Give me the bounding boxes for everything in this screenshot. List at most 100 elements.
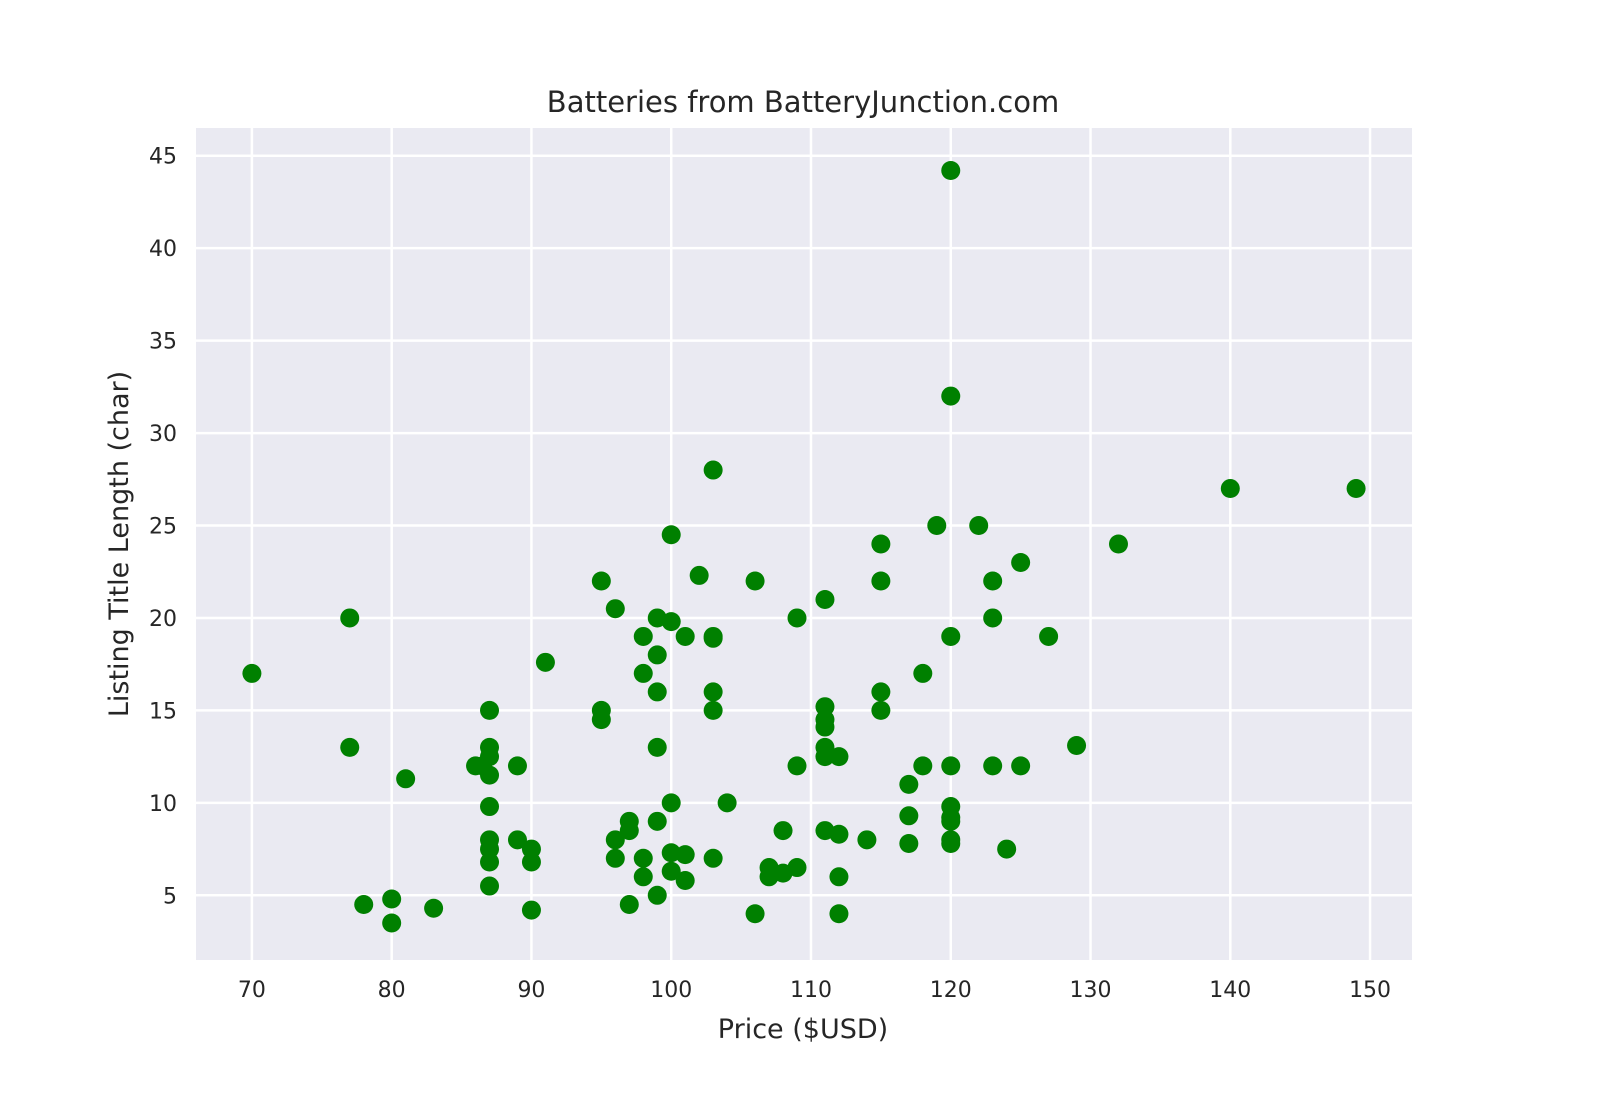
data-point — [633, 848, 653, 868]
x-tick-label: 90 — [517, 978, 545, 1003]
data-point — [619, 895, 639, 915]
data-point — [535, 652, 555, 672]
data-point — [829, 824, 849, 844]
data-point — [382, 889, 402, 909]
data-point — [1067, 736, 1087, 756]
data-point — [983, 571, 1003, 591]
data-point — [703, 700, 723, 720]
data-point — [703, 460, 723, 480]
data-point — [871, 700, 891, 720]
y-tick-label: 25 — [149, 515, 177, 540]
grid-lines — [196, 128, 1412, 960]
data-point — [857, 830, 877, 850]
data-point — [605, 848, 625, 868]
data-point — [521, 900, 541, 920]
data-point — [871, 571, 891, 591]
data-point — [1108, 534, 1128, 554]
data-point — [941, 811, 961, 831]
data-points — [242, 161, 1366, 933]
data-point — [815, 589, 835, 609]
data-point — [647, 885, 667, 905]
data-point — [507, 756, 527, 776]
data-point — [675, 845, 695, 865]
data-point — [745, 571, 765, 591]
data-point — [661, 861, 681, 881]
data-point — [354, 895, 374, 915]
data-point — [661, 525, 681, 545]
data-point — [871, 534, 891, 554]
data-point — [480, 747, 500, 767]
x-tick-label: 70 — [238, 978, 266, 1003]
data-point — [941, 386, 961, 406]
plot-area — [196, 128, 1412, 960]
tick-labels: 70 80 90 100 110 120 130 140 150 5 10 15 20 25 30 35 40 4… — [149, 145, 1391, 1003]
y-axis-label: Listing Title Length (char) — [104, 371, 135, 717]
chart-title: Batteries from BatteryJunction.com — [547, 85, 1059, 119]
data-point — [997, 839, 1017, 859]
x-tick-label: 120 — [930, 978, 972, 1003]
x-tick-label: 130 — [1070, 978, 1112, 1003]
x-tick-label: 110 — [790, 978, 832, 1003]
data-point — [1220, 479, 1240, 499]
data-point — [633, 626, 653, 646]
data-point — [983, 756, 1003, 776]
data-point — [424, 898, 444, 918]
data-point — [1011, 756, 1031, 776]
data-point — [242, 663, 262, 683]
data-point — [787, 608, 807, 628]
data-point — [941, 626, 961, 646]
data-point — [480, 765, 500, 785]
y-tick-label: 45 — [149, 145, 177, 170]
y-tick-label: 20 — [149, 607, 177, 632]
data-point — [787, 756, 807, 776]
data-point — [647, 737, 667, 757]
data-point — [871, 682, 891, 702]
data-point — [1346, 479, 1366, 499]
data-point — [633, 867, 653, 887]
data-point — [675, 626, 695, 646]
data-point — [382, 913, 402, 933]
data-point — [689, 565, 709, 585]
data-point — [675, 870, 695, 890]
data-point — [829, 904, 849, 924]
data-point — [605, 599, 625, 619]
x-tick-label: 100 — [650, 978, 692, 1003]
data-point — [913, 663, 933, 683]
data-point — [661, 793, 681, 813]
data-point — [703, 682, 723, 702]
data-point — [787, 858, 807, 878]
data-point — [927, 516, 947, 536]
data-point — [340, 737, 360, 757]
data-point — [941, 161, 961, 181]
y-tick-label: 35 — [149, 330, 177, 355]
data-point — [480, 876, 500, 896]
data-point — [605, 830, 625, 850]
data-point — [480, 700, 500, 720]
data-point — [703, 628, 723, 648]
data-point — [480, 797, 500, 817]
data-point — [1039, 626, 1059, 646]
data-point — [829, 747, 849, 767]
data-point — [1011, 552, 1031, 572]
data-point — [661, 612, 681, 632]
data-point — [647, 682, 667, 702]
data-point — [591, 571, 611, 591]
data-point — [969, 516, 989, 536]
data-point — [899, 834, 919, 854]
data-point — [480, 852, 500, 872]
data-point — [591, 710, 611, 730]
data-point — [899, 806, 919, 826]
x-tick-label: 80 — [378, 978, 406, 1003]
data-point — [829, 867, 849, 887]
data-point — [521, 852, 541, 872]
data-point — [661, 843, 681, 863]
data-point — [396, 769, 416, 789]
x-axis-label: Price ($USD) — [718, 1014, 888, 1045]
data-point — [633, 663, 653, 683]
data-point — [647, 645, 667, 665]
y-tick-label: 30 — [149, 422, 177, 447]
x-tick-label: 150 — [1349, 978, 1391, 1003]
data-point — [941, 756, 961, 776]
y-tick-label: 10 — [149, 792, 177, 817]
data-point — [983, 608, 1003, 628]
